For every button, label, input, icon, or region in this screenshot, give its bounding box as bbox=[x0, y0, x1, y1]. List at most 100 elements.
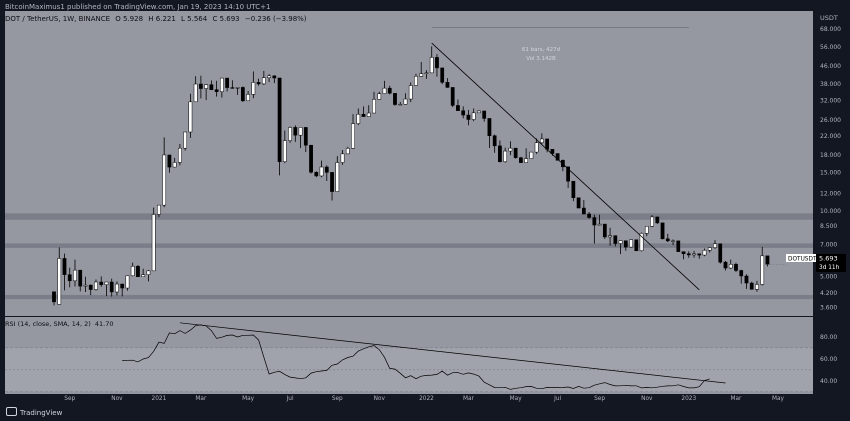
candle-body bbox=[602, 223, 607, 238]
price-tag-symbol-box bbox=[786, 254, 816, 262]
price-tick-label: 18.000 bbox=[820, 152, 841, 159]
candle bbox=[566, 166, 570, 189]
candle-body bbox=[592, 217, 597, 226]
candle bbox=[88, 284, 93, 296]
candle bbox=[634, 239, 639, 252]
candle-body bbox=[351, 123, 355, 149]
candle bbox=[587, 211, 591, 219]
time-tick-label: 2023 bbox=[681, 396, 696, 402]
candle-body bbox=[408, 85, 413, 100]
candle-body bbox=[130, 266, 135, 277]
candle-body bbox=[660, 222, 665, 240]
candle-body bbox=[277, 77, 282, 162]
candle-body bbox=[115, 283, 119, 293]
candle bbox=[67, 267, 72, 288]
candle bbox=[293, 125, 298, 142]
candle bbox=[508, 141, 513, 156]
candle-body bbox=[765, 255, 770, 265]
price-tag-countdown: 3d 11h bbox=[819, 265, 840, 271]
time-tick-label: Sep bbox=[332, 396, 343, 402]
candle-body bbox=[498, 145, 502, 162]
candle bbox=[178, 144, 182, 166]
price-tick-label: 3.600 bbox=[820, 305, 837, 312]
candle bbox=[707, 247, 712, 253]
candle-body bbox=[629, 239, 633, 248]
tradingview-logo[interactable]: TradingView bbox=[6, 407, 62, 417]
price-tick-label: 12.000 bbox=[820, 190, 841, 197]
candle bbox=[146, 270, 151, 282]
candle-body bbox=[576, 197, 581, 209]
candle-body bbox=[508, 147, 513, 152]
candle-body bbox=[314, 172, 319, 177]
candle-body bbox=[445, 82, 450, 88]
time-tick-label: Mar bbox=[731, 396, 743, 402]
candle-body bbox=[503, 150, 508, 162]
candle-body bbox=[555, 153, 560, 161]
candle bbox=[629, 239, 633, 248]
time-tick-label: Jul bbox=[553, 396, 561, 402]
candle-body bbox=[382, 87, 387, 94]
time-tick-label: Sep bbox=[64, 396, 75, 402]
candle bbox=[644, 226, 649, 237]
candle bbox=[366, 105, 371, 117]
candle bbox=[73, 259, 77, 287]
candle-body bbox=[240, 87, 245, 102]
candle-body bbox=[282, 140, 287, 162]
candle bbox=[692, 250, 696, 258]
candle bbox=[109, 278, 114, 297]
candle bbox=[303, 127, 308, 153]
candle bbox=[445, 78, 450, 88]
candle bbox=[581, 199, 586, 215]
candle-body bbox=[361, 113, 366, 117]
candle bbox=[335, 156, 340, 192]
legend-symbol: DOT / TetherUS, 1W, BINANCE bbox=[5, 15, 111, 23]
candle bbox=[115, 281, 119, 296]
price-tick-label: 4.200 bbox=[820, 290, 837, 297]
candle-body bbox=[125, 275, 130, 289]
candle bbox=[120, 283, 125, 297]
candle bbox=[592, 214, 597, 244]
candle-body bbox=[214, 89, 219, 92]
candle bbox=[319, 160, 324, 178]
candle bbox=[57, 247, 62, 305]
candle-body bbox=[707, 247, 712, 251]
candle-body bbox=[655, 216, 660, 224]
candle bbox=[288, 126, 292, 143]
candle-body bbox=[377, 93, 382, 100]
candle bbox=[608, 227, 612, 246]
candle bbox=[540, 133, 544, 145]
candle-body bbox=[587, 213, 591, 218]
candle-body bbox=[435, 57, 439, 69]
candle-body bbox=[67, 274, 72, 282]
candle-body bbox=[167, 154, 172, 168]
candle-body bbox=[157, 204, 161, 215]
time-tick-label: Sep bbox=[594, 396, 605, 402]
candle bbox=[681, 251, 686, 260]
candle-body bbox=[686, 253, 691, 256]
time-tick-label: May bbox=[772, 396, 785, 402]
candle bbox=[345, 146, 350, 155]
candle-body bbox=[261, 77, 266, 85]
candle-body bbox=[141, 274, 146, 277]
candle-body bbox=[172, 162, 177, 168]
candle-body bbox=[319, 166, 324, 177]
candle bbox=[209, 80, 214, 91]
candle-body bbox=[634, 239, 639, 252]
candle-body bbox=[225, 77, 229, 88]
candle-body bbox=[188, 101, 193, 133]
candle-body bbox=[94, 281, 98, 290]
candle-body bbox=[88, 284, 93, 290]
candle bbox=[141, 268, 146, 277]
candle bbox=[377, 91, 382, 100]
candle-body bbox=[513, 147, 518, 158]
candle bbox=[382, 80, 387, 95]
candle bbox=[492, 134, 497, 153]
candle bbox=[172, 157, 177, 168]
candle-body bbox=[178, 147, 182, 163]
rsi-legend-label: RSI (14, close, SMA, 14, 2) bbox=[5, 320, 91, 328]
candle bbox=[686, 251, 691, 258]
candle-body bbox=[623, 240, 628, 248]
candle-body bbox=[73, 269, 77, 282]
candle-body bbox=[671, 240, 675, 242]
